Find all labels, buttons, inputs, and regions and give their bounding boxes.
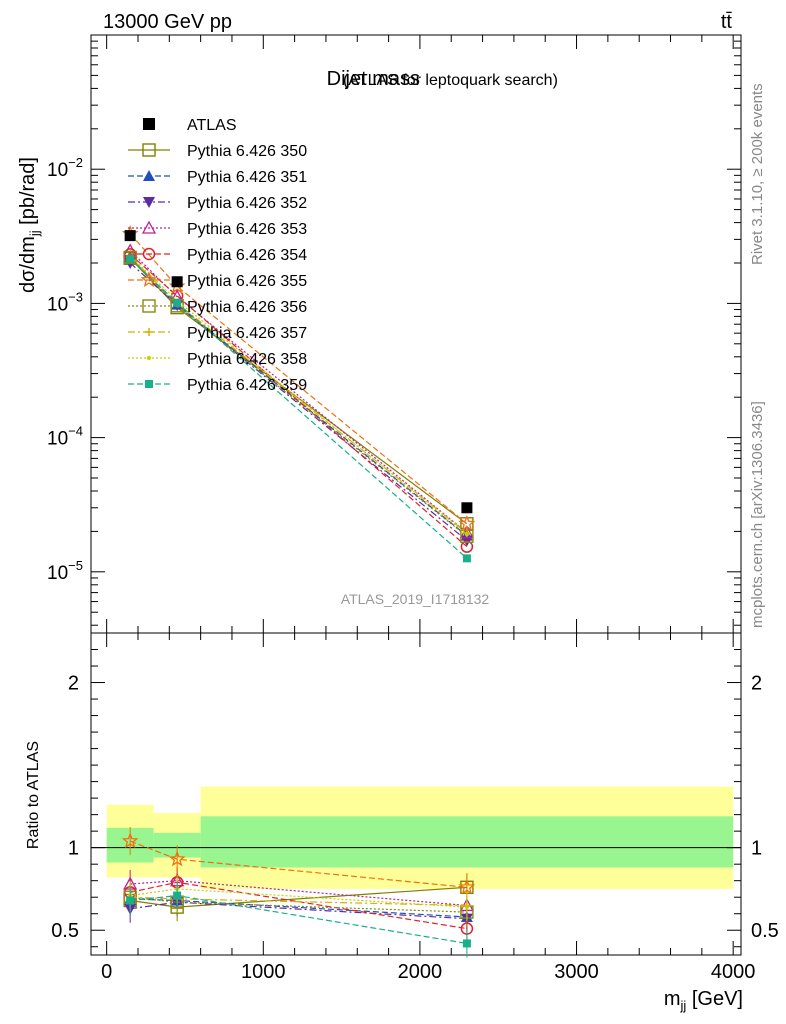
y-tick-label-ratio-right: 1	[751, 838, 762, 860]
y-tick-label-exp: −4	[68, 424, 83, 439]
legend-label: Pythia 6.426 352	[187, 195, 307, 212]
y-tick-label-ratio-right: 2	[751, 673, 762, 695]
y-tick-label-ratio: 0.5	[51, 920, 79, 942]
ylabel-top-part2: [pb/rad]	[17, 157, 39, 230]
band-inner	[200, 816, 734, 868]
x-tick-label: 3000	[554, 961, 599, 983]
xlabel-m: m	[664, 988, 681, 1010]
legend-label: Pythia 6.426 358	[187, 351, 307, 368]
y-tick-label-exp: −2	[68, 155, 83, 170]
series-line-ratio	[130, 888, 467, 908]
x-tick-label: 2000	[398, 961, 443, 983]
series-line-ratio	[130, 880, 467, 907]
y-tick-label-exp: −5	[68, 558, 83, 573]
legend-label: Pythia 6.426 356	[187, 299, 307, 316]
ratio-y-tick-labels: 0.5 0.5 1 1 2 2	[51, 673, 779, 943]
series-point-main	[460, 540, 474, 553]
xlabel-unit: [GeV]	[686, 988, 743, 1010]
main-y-tick-labels: 10−510−410−310−2	[47, 155, 83, 584]
y-tick-label-base: 10	[47, 429, 68, 450]
y-tick-label-main: 10−5	[47, 558, 83, 584]
x-tick-label: 0	[101, 961, 112, 983]
legend-marker	[142, 143, 156, 157]
side-mcplots: mcplots.cern.ch [arXiv:1306.3436]	[749, 401, 766, 628]
legend-label: Pythia 6.426 357	[187, 325, 307, 342]
y-tick-label-main: 10−4	[47, 424, 83, 450]
xlabel-sub: jj	[680, 998, 687, 1013]
series-point-main	[462, 554, 471, 563]
y-tick-label-base: 10	[47, 294, 68, 315]
series-point-ratio	[173, 891, 182, 900]
legend-label: Pythia 6.426 351	[187, 169, 307, 186]
y-tick-label-base: 10	[47, 563, 68, 584]
title-main: Dijet mass	[327, 68, 420, 90]
series-line-main	[129, 250, 468, 534]
legend-marker	[140, 271, 158, 288]
series-point-main	[458, 515, 476, 531]
series-point-ratio	[121, 832, 139, 849]
series-point-main	[173, 298, 182, 307]
legend-label-atlas: ATLAS	[187, 117, 237, 134]
series-point-ratio	[462, 939, 471, 948]
series-line-main	[129, 253, 468, 548]
series-point-ratio	[126, 896, 135, 905]
y-tick-label-exp: −3	[68, 289, 83, 304]
y-axis-label-bottom: Ratio to ATLAS	[25, 741, 42, 849]
atlas-data-point	[461, 502, 473, 514]
x-tick-label: 4000	[711, 961, 756, 983]
legend-label: Pythia 6.426 359	[187, 377, 307, 394]
legend-label: Pythia 6.426 350	[187, 143, 307, 160]
atlas-data-group	[124, 230, 473, 514]
y-tick-label-ratio-right: 0.5	[751, 920, 779, 942]
legend-marker	[142, 247, 156, 261]
legend-marker	[143, 170, 155, 181]
y-tick-label-ratio: 2	[68, 673, 79, 695]
legend-marker	[145, 380, 153, 388]
series-point-main	[464, 532, 469, 537]
series-point-main	[126, 254, 135, 263]
main-axis-ticks	[91, 34, 741, 633]
x-axis-label: mjj [GeV]	[664, 988, 743, 1013]
legend-label: Pythia 6.426 353	[187, 221, 307, 238]
atlas-data-point	[171, 276, 183, 288]
legend-marker	[142, 299, 156, 313]
legend-label: Pythia 6.426 354	[187, 247, 307, 264]
series-point-ratio	[458, 878, 476, 895]
legend: ATLAS Pythia 6.426 350 Pythia 6.426 351 Pyt…	[128, 117, 307, 394]
y-axis-label-top: dσ/dmjj [pb/rad]	[17, 157, 42, 293]
ratio-uncertainty-bands	[106, 786, 734, 889]
ylabel-top-sub: jj	[27, 230, 42, 237]
legend-marker	[145, 328, 153, 336]
series-line-ratio	[130, 896, 467, 913]
series-point-main	[123, 250, 137, 265]
legend-marker	[143, 197, 155, 208]
series-point-ratio	[168, 850, 186, 867]
ratio-panel-frame	[90, 632, 742, 956]
title-sub: (ATLAS for leptoquark search)	[343, 72, 558, 89]
atlas-data-point	[124, 230, 136, 242]
ratio-series-group	[121, 827, 476, 958]
x-tick-labels: 0 1000 2000 3000 4000	[101, 961, 755, 983]
y-tick-label-ratio: 1	[68, 838, 79, 860]
legend-label: Pythia 6.426 355	[187, 273, 307, 290]
main-series-group	[121, 224, 476, 563]
y-tick-label-main: 10−2	[47, 155, 83, 181]
legend-marker	[141, 220, 157, 234]
x-tick-label: 1000	[241, 961, 286, 983]
ratio-axis-ticks	[91, 633, 741, 955]
y-tick-label-base: 10	[47, 160, 68, 181]
header-left: 13000 GeV pp	[103, 11, 232, 33]
legend-marker	[147, 356, 151, 360]
legend-marker-atlas	[143, 118, 155, 130]
series-line-main	[129, 233, 468, 525]
watermark: ATLAS_2019_I1718132	[341, 591, 490, 607]
series-point-ratio	[464, 905, 469, 910]
y-tick-label-main: 10−3	[47, 289, 83, 315]
ylabel-top-part1: dσ/dm	[17, 236, 39, 293]
header-right: tt̄	[721, 11, 733, 33]
side-rivet: Rivet 3.1.10, ≥ 200k events	[749, 83, 766, 265]
